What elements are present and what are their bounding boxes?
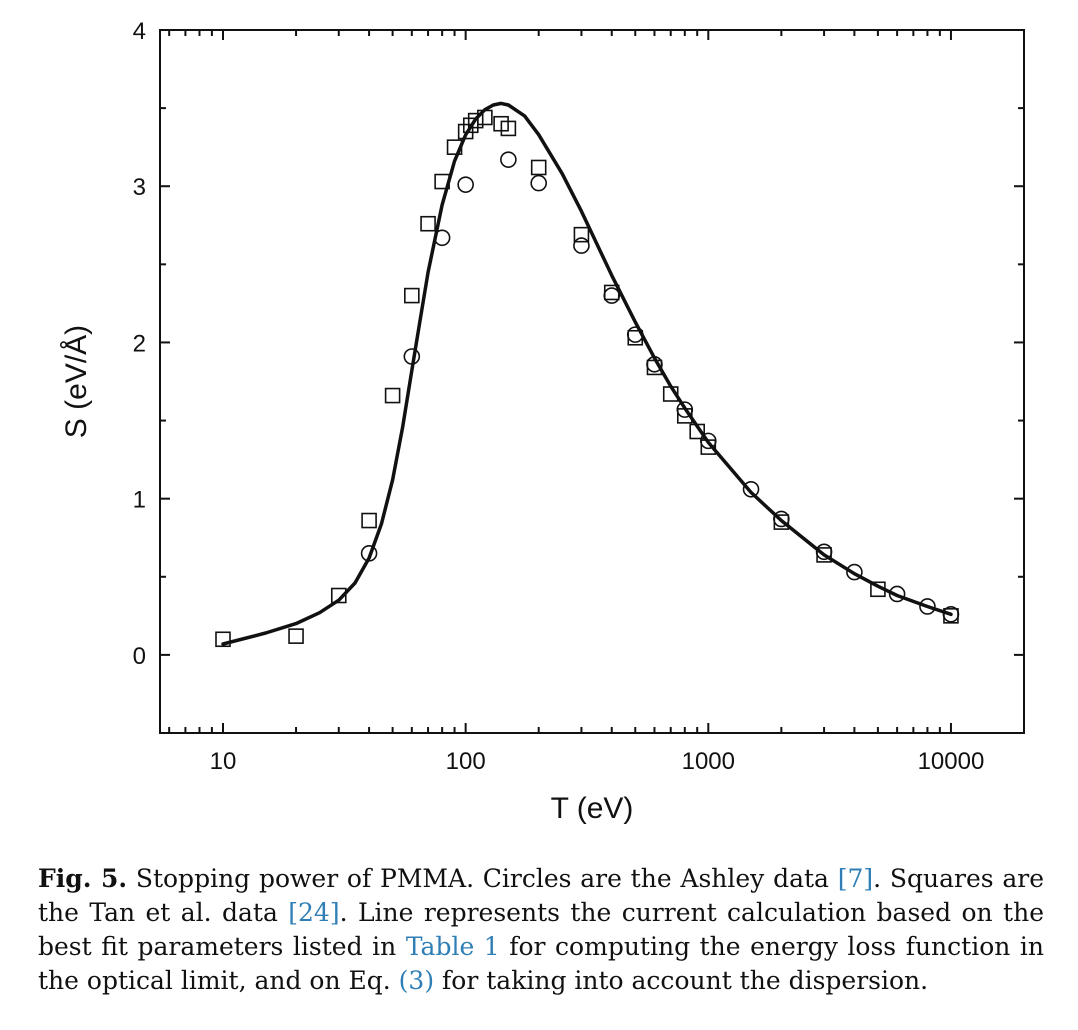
ashley-data-point xyxy=(457,176,474,193)
tan-data-point xyxy=(816,547,832,563)
ashley-data-point xyxy=(500,151,517,168)
ashley-data-point xyxy=(919,598,936,615)
calculation-line xyxy=(221,101,953,646)
caption-ref-ashley[interactable]: [7] xyxy=(837,864,874,893)
caption-label: Fig. 5. xyxy=(38,864,128,893)
axis-ticks xyxy=(160,29,1025,734)
caption-ref-equation[interactable]: (3) xyxy=(398,966,435,995)
y-tick-label: 4 xyxy=(133,18,146,45)
chart: 0 1 2 3 4 10 100 1000 10000 T (eV) S (eV/Å) xyxy=(60,18,1025,825)
ashley-data-point xyxy=(403,348,421,365)
tan-data-point xyxy=(384,387,401,404)
caption-ref-tan[interactable]: [24] xyxy=(288,898,340,927)
tan-data-point xyxy=(700,439,717,455)
y-tick-label: 0 xyxy=(133,643,146,670)
tan-data-point xyxy=(603,284,620,301)
caption-text-4: for computing the energy loss function i… xyxy=(38,932,1044,995)
tan-data-point xyxy=(434,173,450,190)
ashley-data-point xyxy=(433,229,451,247)
axis-tick-labels: 0 1 2 3 4 10 100 1000 10000 xyxy=(133,18,985,775)
tan-data-point xyxy=(288,628,304,644)
figure-caption: Fig. 5. Stopping power of PMMA. Circles … xyxy=(38,862,1044,998)
tan-data-point xyxy=(404,287,420,304)
tan-data-point xyxy=(573,226,590,243)
x-tick-label: 10 xyxy=(210,748,237,775)
tan-data-point xyxy=(446,139,463,155)
tan-data-point xyxy=(462,117,479,134)
ashley-data-point xyxy=(573,237,590,254)
ashley-data-point xyxy=(742,480,760,498)
y-tick-label: 2 xyxy=(133,330,146,357)
ashley-data-point xyxy=(530,174,547,192)
ashley-data-point xyxy=(888,585,906,603)
ashley-data-point xyxy=(846,563,863,581)
plot-frame xyxy=(159,29,1025,734)
tan-data-point xyxy=(870,581,886,598)
x-tick-label: 100 xyxy=(446,748,486,775)
tan-data-point xyxy=(627,329,644,346)
data-marks xyxy=(215,101,960,648)
tan-data-point xyxy=(676,408,693,424)
tan-data-point xyxy=(477,109,493,126)
x-axis-title: T (eV) xyxy=(551,792,634,825)
tan-data-point xyxy=(662,386,679,402)
x-tick-label: 1000 xyxy=(682,748,735,775)
caption-text-5: for taking into account the dispersion. xyxy=(434,966,929,995)
tan-data-point xyxy=(689,423,706,440)
tan-data-point xyxy=(646,359,663,376)
x-tick-label: 10000 xyxy=(918,748,985,775)
caption-text-2: . Squares are the Tan et al. data xyxy=(38,864,1044,927)
stopping-power-chart: 0 1 2 3 4 10 100 1000 10000 T (eV) S (eV/Å) xyxy=(60,18,1025,825)
tan-data-point xyxy=(773,514,790,530)
tan-data-point xyxy=(500,120,517,137)
tan-data-point xyxy=(330,587,347,604)
caption-text-3: . Line represents the current calculatio… xyxy=(38,898,1044,961)
caption-text-1: Stopping power of PMMA. Circles are the … xyxy=(127,864,838,893)
y-axis-title: S (eV/Å) xyxy=(60,325,93,438)
caption-ref-table[interactable]: Table 1 xyxy=(405,932,500,961)
ashley-data-point xyxy=(603,287,621,304)
tan-data-point xyxy=(215,631,231,648)
tan-data-point xyxy=(420,215,436,232)
y-tick-label: 1 xyxy=(133,487,146,514)
tan-data-point xyxy=(361,512,377,529)
tan-data-point xyxy=(530,159,547,176)
tan-data-point xyxy=(943,608,959,624)
ashley-data-point xyxy=(360,545,378,562)
tan-data-point xyxy=(467,112,484,129)
y-tick-label: 3 xyxy=(133,174,146,201)
